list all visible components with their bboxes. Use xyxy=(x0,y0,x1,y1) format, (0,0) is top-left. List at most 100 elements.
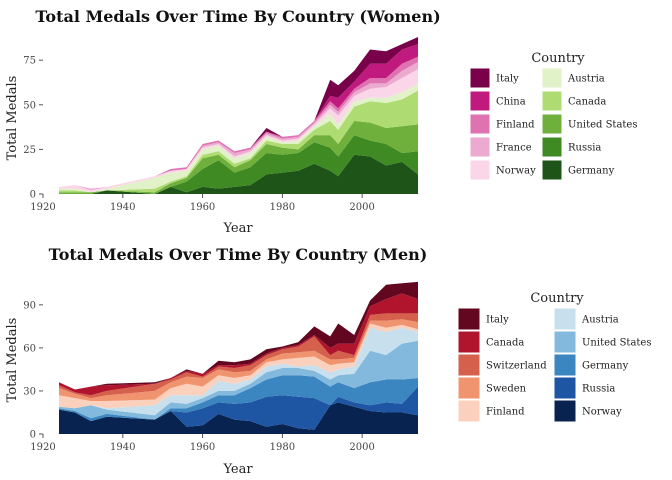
men-area-italy xyxy=(59,281,418,390)
women-y-axis-title: Total Medals xyxy=(5,76,20,161)
men-area-austria xyxy=(59,327,418,416)
men-chart-title: Total Medals Over Time By Country (Men) xyxy=(49,245,428,264)
women-legend-item-canada: Canada xyxy=(541,90,606,112)
men-legend-label-switzerland: Switzerland xyxy=(486,361,547,372)
women-legend-swatch-china xyxy=(469,90,491,112)
men-axes: 1920 1940 1960 1980 2000 0 30 60 90 xyxy=(23,300,375,453)
women-x-tick-label-2000: 2000 xyxy=(349,202,374,213)
men-y-tick-label-30: 30 xyxy=(23,386,36,397)
men-y-tick-label-90: 90 xyxy=(23,300,36,311)
men-legend-label-austria: Austria xyxy=(581,315,619,326)
men-legend-label-canada: Canada xyxy=(486,338,524,349)
women-legend-swatch-germany xyxy=(541,159,563,181)
women-legend-item-russia: Russia xyxy=(541,136,601,158)
men-legend-swatch-sweden xyxy=(457,376,481,400)
women-legend-item-norway: Norway xyxy=(469,159,536,181)
women-legend-label-canada: Canada xyxy=(568,97,606,108)
men-area-united-states xyxy=(59,340,418,420)
women-legend-swatch-norway xyxy=(469,159,491,181)
women-x-tick-label-1920: 1920 xyxy=(30,202,55,213)
women-area-layers xyxy=(59,37,418,194)
men-area-russia xyxy=(59,386,418,430)
women-legend-swatch-united-states xyxy=(541,113,563,135)
women-y-tick-label-50: 50 xyxy=(23,100,36,111)
women-x-axis-title: Year xyxy=(222,221,253,236)
men-area-sweden xyxy=(59,319,418,401)
women-legend-label-united-states: United States xyxy=(568,120,637,131)
women-legend: Italy China Finland France Norway Austria Cana… xyxy=(469,67,637,181)
men-x-tick-label-2000: 2000 xyxy=(349,442,374,453)
men-legend-swatch-switzerland xyxy=(457,353,481,377)
women-legend-label-norway: Norway xyxy=(496,166,536,177)
women-legend-label-russia: Russia xyxy=(568,143,601,154)
men-area-germany xyxy=(59,375,418,422)
men-legend-swatch-united-states xyxy=(553,330,577,354)
women-medals-chart: Total Medals Over Time By Country (Women… xyxy=(5,7,637,236)
men-legend-swatch-canada xyxy=(457,330,481,354)
women-legend-item-france: France xyxy=(469,136,532,158)
women-y-tick-label-75: 75 xyxy=(23,56,36,67)
men-legend-label-finland: Finland xyxy=(486,407,525,418)
men-area-canada xyxy=(59,293,418,396)
men-x-tick-label-1920: 1920 xyxy=(30,442,55,453)
men-medals-chart: Total Medals Over Time By Country (Men) … xyxy=(5,245,651,477)
men-area-switzerland xyxy=(59,313,418,399)
men-x-tick-label-1980: 1980 xyxy=(270,442,295,453)
women-legend-label-china: China xyxy=(496,97,526,108)
women-legend-item-austria: Austria xyxy=(541,67,605,89)
women-legend-title: Country xyxy=(531,51,585,66)
men-legend-swatch-norway xyxy=(553,399,577,423)
women-legend-item-germany: Germany xyxy=(541,159,615,181)
men-legend-swatch-germany xyxy=(553,353,577,377)
men-y-tick-label-60: 60 xyxy=(23,343,36,354)
women-legend-swatch-canada xyxy=(541,90,563,112)
men-legend-item-austria: Austria xyxy=(553,307,619,331)
women-x-tick-label-1980: 1980 xyxy=(270,202,295,213)
women-x-tick-label-1940: 1940 xyxy=(110,202,135,213)
men-legend-swatch-italy xyxy=(457,307,481,331)
men-legend-label-united-states: United States xyxy=(582,338,651,349)
men-x-axis-title: Year xyxy=(222,462,253,477)
women-legend-label-italy: Italy xyxy=(496,74,519,85)
women-area-germany xyxy=(59,154,418,194)
women-legend-item-united-states: United States xyxy=(541,113,637,135)
men-area-norway xyxy=(59,402,418,434)
women-legend-swatch-russia xyxy=(541,136,563,158)
men-legend-item-russia: Russia xyxy=(553,376,615,400)
men-legend-item-norway: Norway xyxy=(553,399,622,423)
men-x-tick-label-1960: 1960 xyxy=(190,442,215,453)
women-legend-swatch-finland xyxy=(469,113,491,135)
women-legend-label-austria: Austria xyxy=(567,74,605,85)
men-legend-label-italy: Italy xyxy=(486,315,509,326)
women-y-tick-label-25: 25 xyxy=(23,145,36,156)
women-legend-item-finland: Finland xyxy=(469,113,535,135)
men-area-layers xyxy=(59,281,418,434)
men-legend-label-norway: Norway xyxy=(582,407,622,418)
women-legend-label-finland: Finland xyxy=(496,120,535,131)
men-legend-label-russia: Russia xyxy=(582,384,615,395)
women-chart-title: Total Medals Over Time By Country (Women… xyxy=(35,7,440,26)
men-legend-item-united-states: United States xyxy=(553,330,651,354)
men-x-tick-label-1940: 1940 xyxy=(110,442,135,453)
men-legend-item-canada: Canada xyxy=(457,330,524,354)
men-y-tick-label-0: 0 xyxy=(30,430,36,441)
men-legend-label-sweden: Sweden xyxy=(486,384,527,395)
men-legend-item-germany: Germany xyxy=(553,353,629,377)
men-legend-title: Country xyxy=(530,291,584,306)
women-y-tick-label-0: 0 xyxy=(30,190,36,201)
women-legend-swatch-italy xyxy=(469,67,491,89)
men-legend: Italy Canada Switzerland Sweden Finland Austr… xyxy=(457,307,651,423)
women-x-tick-label-1960: 1960 xyxy=(190,202,215,213)
women-axes: 1920 1940 1960 1980 2000 0 25 50 75 xyxy=(23,56,375,213)
men-legend-item-italy: Italy xyxy=(457,307,509,331)
women-area-italy xyxy=(59,37,418,189)
women-legend-item-china: China xyxy=(469,90,526,112)
men-y-axis-title: Total Medals xyxy=(5,318,20,403)
women-legend-label-france: France xyxy=(496,143,532,154)
women-legend-swatch-france xyxy=(469,136,491,158)
women-area-russia xyxy=(59,135,418,194)
men-legend-item-sweden: Sweden xyxy=(457,376,527,400)
women-area-united-states xyxy=(59,120,418,194)
men-legend-swatch-russia xyxy=(553,376,577,400)
